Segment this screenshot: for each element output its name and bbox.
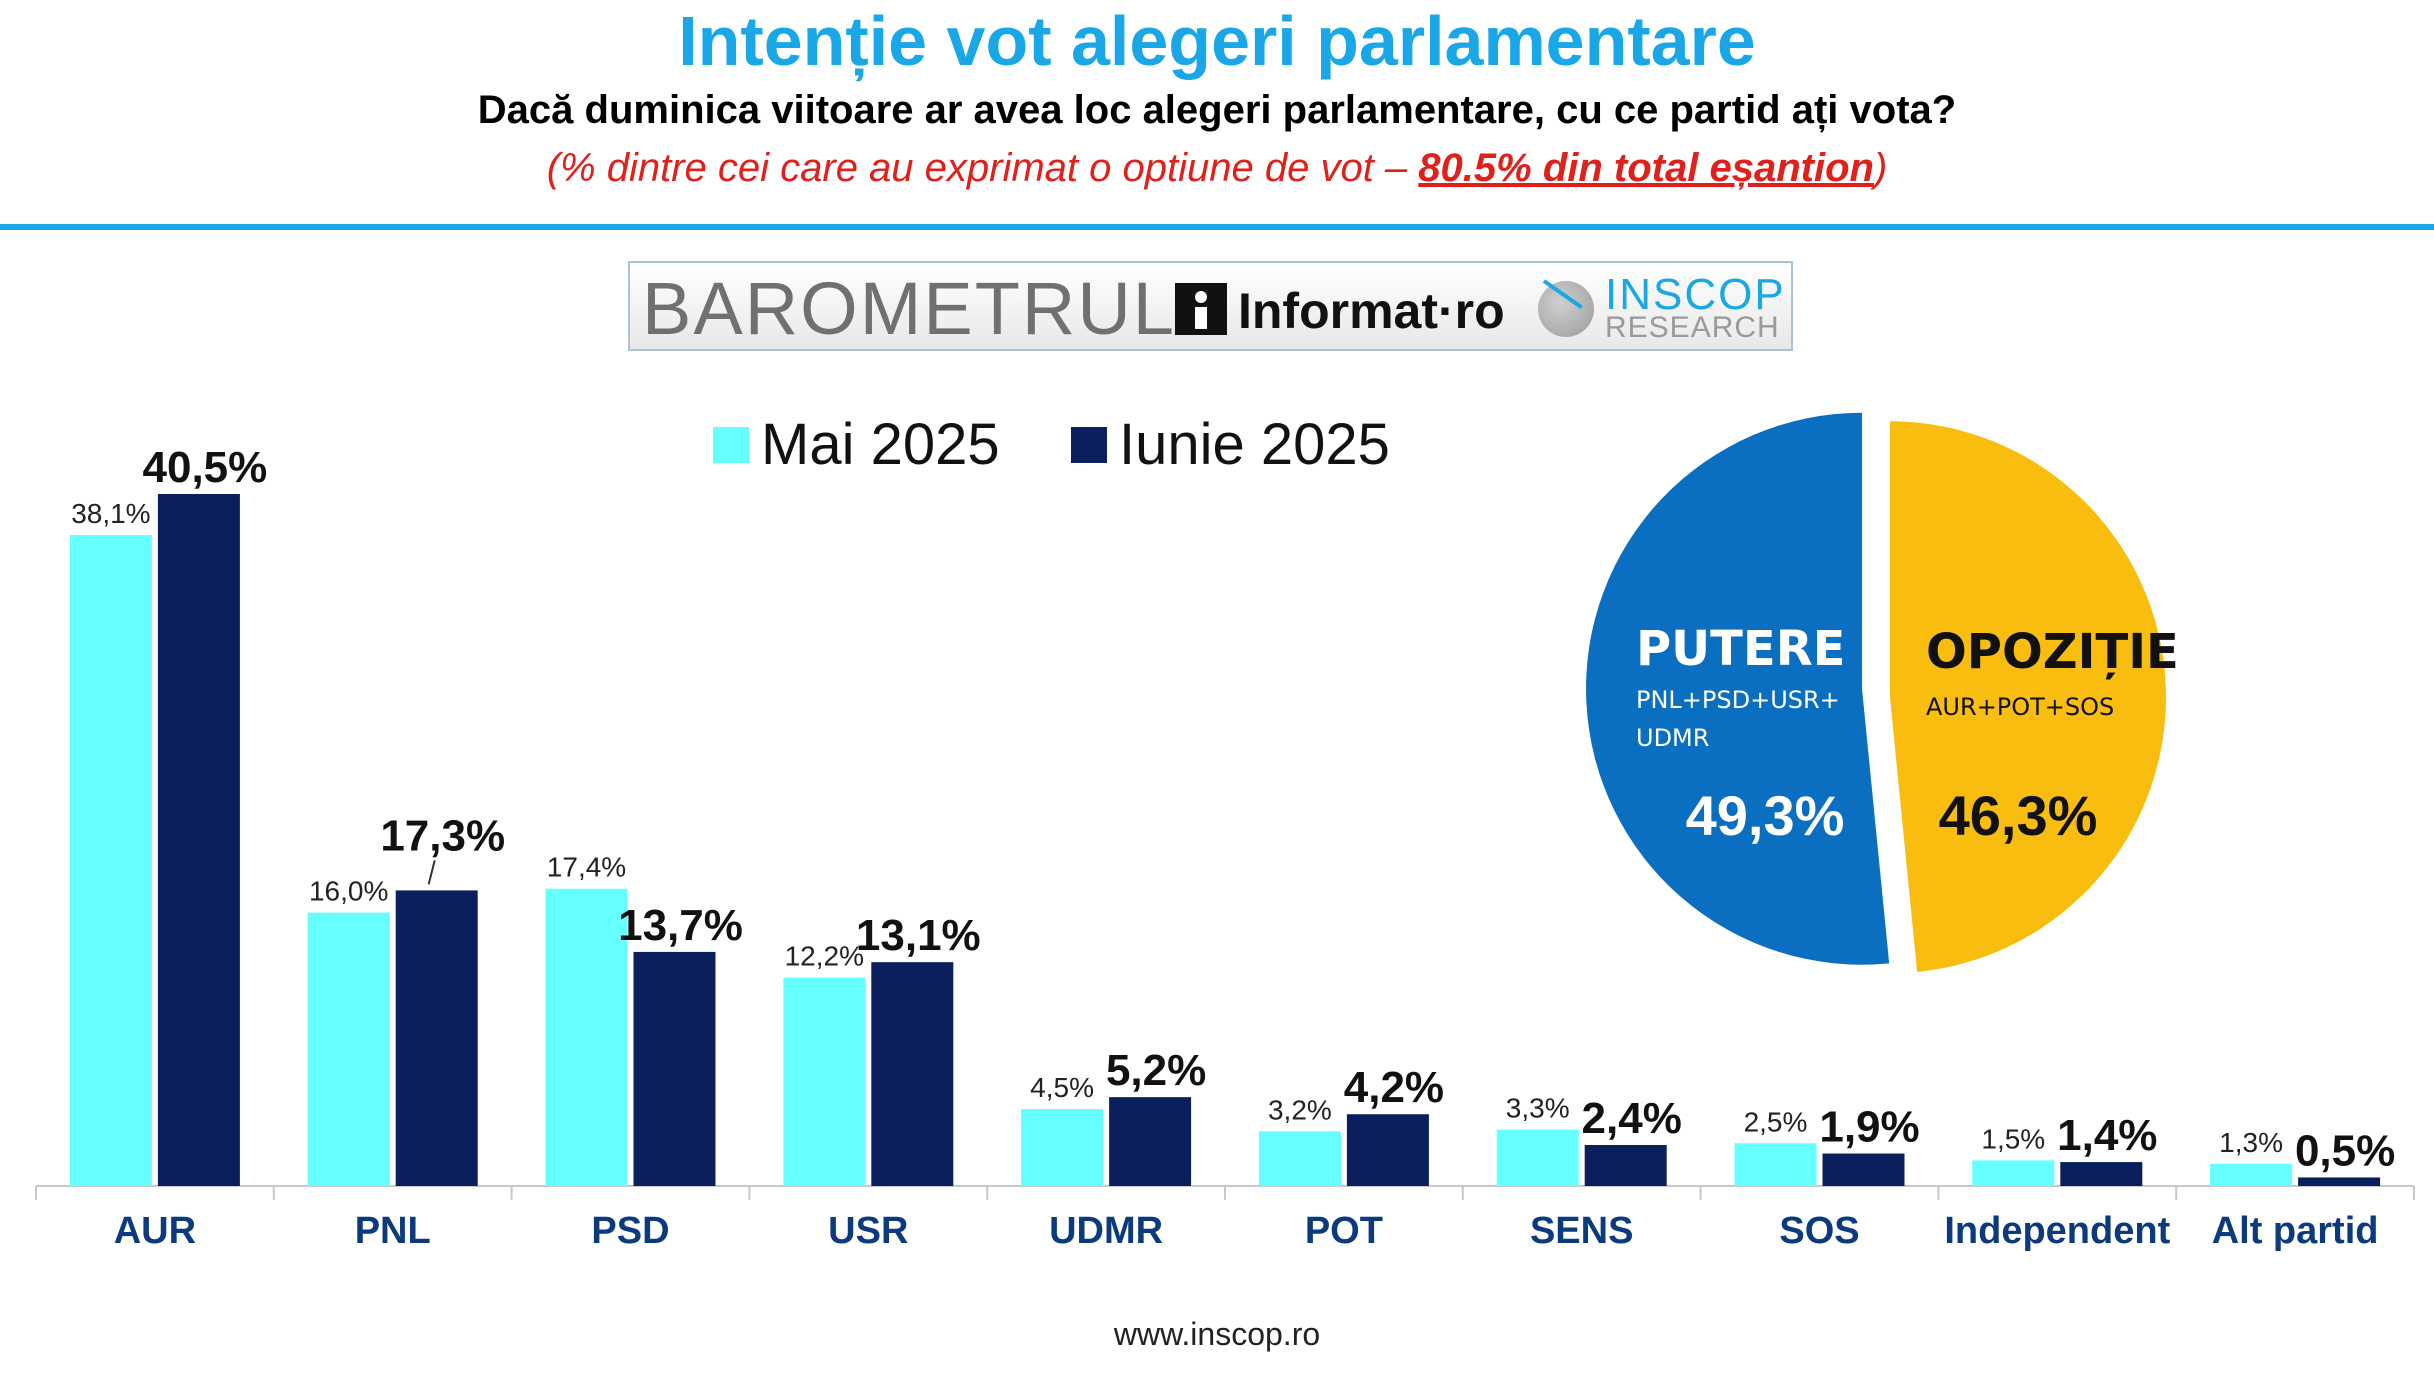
pie-label-opozitie: OPOZIȚIE bbox=[1926, 624, 2179, 680]
sample-note-suffix: ) bbox=[1873, 146, 1888, 190]
bar-mai-psd bbox=[545, 888, 628, 1186]
data-label-mai-sens: 3,3% bbox=[1506, 1093, 1570, 1124]
data-label-mai-sos: 2,5% bbox=[1744, 1106, 1808, 1137]
data-label-mai-pnl: 16,0% bbox=[309, 876, 388, 907]
bar-mai-sens bbox=[1496, 1129, 1579, 1186]
x-tick-label-pnl: PNL bbox=[355, 1210, 431, 1252]
pie-value-putere: 49,3% bbox=[1686, 784, 1845, 847]
bar-iunie-sens bbox=[1584, 1144, 1667, 1186]
legend-swatch-mai bbox=[713, 426, 749, 463]
bar-iunie-pnl bbox=[395, 890, 478, 1186]
data-label-mai-alt-partid: 1,3% bbox=[2219, 1127, 2283, 1158]
x-tick-label-usr: USR bbox=[828, 1210, 908, 1252]
data-label-iunie-sens: 2,4% bbox=[1582, 1094, 1682, 1143]
legend-label-iunie: Iunie 2025 bbox=[1119, 412, 1390, 477]
x-tick-label-pot: POT bbox=[1305, 1210, 1383, 1252]
sample-note: (% dintre cei care au exprimat o optiune… bbox=[0, 146, 2434, 191]
data-label-iunie-psd: 13,7% bbox=[618, 901, 743, 950]
data-label-iunie-aur: 40,5% bbox=[143, 443, 268, 492]
legend-item-iunie: Iunie 2025 bbox=[1071, 410, 1390, 480]
bar-iunie-alt-partid bbox=[2298, 1177, 2381, 1186]
data-label-iunie-usr: 13,1% bbox=[856, 911, 981, 960]
x-tick-label-sos: SOS bbox=[1779, 1210, 1859, 1252]
bar-iunie-independent bbox=[2060, 1162, 2143, 1186]
bar-iunie-usr bbox=[871, 962, 954, 1186]
inscop-logo-text: INSCOP bbox=[1605, 270, 1786, 319]
bar-mai-sos bbox=[1734, 1143, 1817, 1186]
barometrul-logo-text: BAROMETRUL bbox=[642, 267, 1176, 350]
footer-url: www.inscop.ro bbox=[1113, 1316, 1321, 1352]
sample-note-prefix: (% dintre cei care au exprimat o optiune… bbox=[546, 146, 1419, 190]
bar-mai-aur bbox=[69, 535, 152, 1186]
inscop-logo-icon bbox=[1538, 281, 1594, 337]
bar-mai-pot bbox=[1258, 1131, 1341, 1186]
data-label-iunie-independent: 1,4% bbox=[2057, 1111, 2157, 1160]
bar-iunie-psd bbox=[633, 951, 716, 1186]
data-label-mai-usr: 12,2% bbox=[785, 941, 864, 972]
pie-label-putere: PUTERE bbox=[1636, 621, 1845, 677]
x-tick-label-independent: Independent bbox=[1944, 1210, 2170, 1252]
data-label-iunie-pot: 4,2% bbox=[1344, 1063, 1444, 1112]
data-label-iunie-udmr: 5,2% bbox=[1106, 1046, 1206, 1095]
inscop-research-text: RESEARCH bbox=[1605, 311, 1780, 344]
data-label-mai-psd: 17,4% bbox=[547, 852, 626, 883]
legend-label-mai: Mai 2025 bbox=[761, 412, 1000, 477]
bar-iunie-udmr bbox=[1109, 1097, 1192, 1186]
legend-item-mai: Mai 2025 bbox=[713, 410, 1000, 480]
bar-mai-alt-partid bbox=[2210, 1163, 2293, 1186]
bar-mai-independent bbox=[1972, 1160, 2055, 1186]
pie-parties-opozitie: AUR+POT+SOS bbox=[1926, 693, 2114, 721]
bar-iunie-sos bbox=[1822, 1153, 1905, 1186]
data-label-iunie-alt-partid: 0,5% bbox=[2295, 1126, 2395, 1175]
pie-parties-putere-line2: UDMR bbox=[1636, 724, 1709, 752]
data-label-mai-pot: 3,2% bbox=[1268, 1094, 1332, 1125]
pie-slice-opozitie bbox=[1889, 421, 2166, 972]
bar-iunie-aur bbox=[157, 494, 240, 1186]
survey-question: Dacă duminica viitoare ar avea loc alege… bbox=[477, 88, 1957, 132]
data-label-mai-aur: 38,1% bbox=[71, 498, 150, 529]
legend-swatch-iunie bbox=[1071, 426, 1107, 463]
x-tick-label-udmr: UDMR bbox=[1049, 1210, 1163, 1252]
bar-iunie-pot bbox=[1346, 1114, 1429, 1186]
barometer-banner: BAROMETRUL Informat·ro INSCOP RESEARCH bbox=[628, 261, 1793, 351]
sample-note-highlight: 80.5% din total eșantion bbox=[1418, 146, 1874, 190]
x-tick-label-psd: PSD bbox=[591, 1210, 669, 1252]
data-label-mai-udmr: 4,5% bbox=[1030, 1072, 1094, 1103]
leader-line-pnl bbox=[427, 860, 436, 885]
x-tick-label-sens: SENS bbox=[1530, 1210, 1633, 1252]
bar-mai-pnl bbox=[307, 912, 390, 1186]
page-title: Intenție vot alegeri parlamentare bbox=[678, 2, 1756, 80]
pie-parties-putere-line1: PNL+PSD+USR+ bbox=[1636, 686, 1840, 714]
x-tick-label-aur: AUR bbox=[114, 1210, 196, 1252]
pie-slice-putere bbox=[1586, 412, 1890, 965]
bar-mai-usr bbox=[783, 977, 866, 1186]
informat-logo-text: Informat·ro bbox=[1238, 283, 1505, 339]
x-tick-label-alt-partid: Alt partid bbox=[2212, 1210, 2379, 1252]
data-label-iunie-pnl: 17,3% bbox=[380, 811, 505, 860]
pie-value-opozitie: 46,3% bbox=[1939, 784, 2098, 847]
data-label-mai-independent: 1,5% bbox=[1981, 1123, 2045, 1154]
informat-logo-icon bbox=[1175, 283, 1227, 335]
data-label-iunie-sos: 1,9% bbox=[1819, 1103, 1919, 1152]
title-divider bbox=[0, 224, 2434, 230]
bar-mai-udmr bbox=[1021, 1109, 1104, 1186]
